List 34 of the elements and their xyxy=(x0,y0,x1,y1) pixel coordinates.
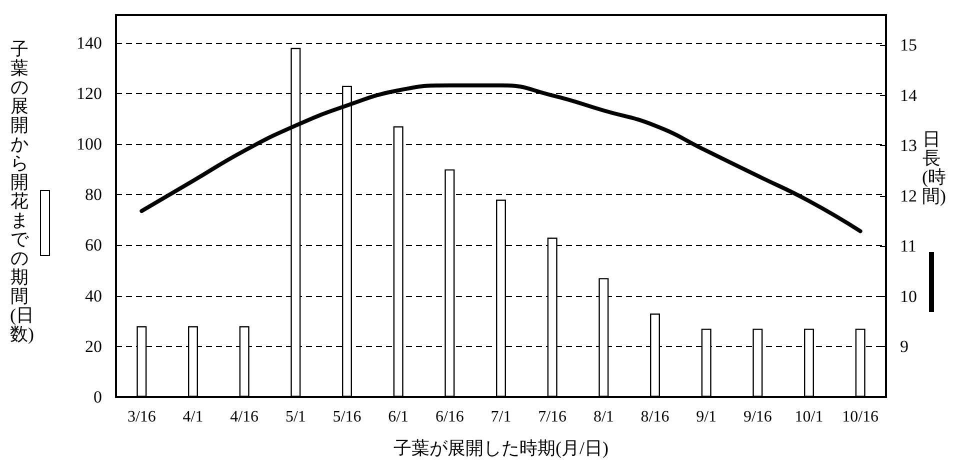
x-tick-label: 3/16 xyxy=(127,408,156,426)
x-tick-label: 6/16 xyxy=(435,408,464,426)
y-tick-label: 40 xyxy=(85,286,102,306)
y-tick-label: 140 xyxy=(76,33,102,52)
x-tick-label: 6/1 xyxy=(388,408,409,426)
x-tick-label: 8/1 xyxy=(593,408,614,426)
y-tick-label: 0 xyxy=(94,388,102,406)
text: 子葉の展開から開花までの期間(日数) xyxy=(10,39,34,344)
x-tick-label: 5/16 xyxy=(332,408,362,426)
x-tick-label: 5/1 xyxy=(285,408,306,426)
y-tick-label: 20 xyxy=(85,336,102,356)
x-tick-label: 7/1 xyxy=(490,408,512,426)
y2-tick-label: 13 xyxy=(900,136,917,156)
y2-tick-label: 15 xyxy=(900,36,917,55)
y2-tick-label: 9 xyxy=(900,337,908,356)
y-tick-label: 80 xyxy=(85,185,102,204)
x-axis-title: 子葉が展開した時期(月/日) xyxy=(394,438,608,458)
x-tick-label: 9/16 xyxy=(743,408,772,426)
x-tick-label: 8/16 xyxy=(640,408,670,426)
x-tick-label: 4/1 xyxy=(182,408,204,426)
x-tick-label: 7/16 xyxy=(538,408,567,426)
y-tick-label: 60 xyxy=(85,236,102,255)
y2-tick-label: 14 xyxy=(900,86,918,105)
x-tick-label: 10/16 xyxy=(842,408,879,426)
x-tick-label: 10/1 xyxy=(794,408,824,426)
y2-tick-label: 10 xyxy=(900,286,917,306)
y-tick-label: 100 xyxy=(76,134,102,154)
y2-tick-label: 11 xyxy=(900,236,916,256)
x-tick-label: 4/16 xyxy=(230,408,259,426)
x-tick-label: 9/1 xyxy=(696,408,717,426)
y-tick-label: 120 xyxy=(76,84,102,103)
bar xyxy=(804,328,814,397)
y2-axis-title: 日長(時間) xyxy=(922,129,946,206)
y2-tick-label: 12 xyxy=(900,186,917,206)
